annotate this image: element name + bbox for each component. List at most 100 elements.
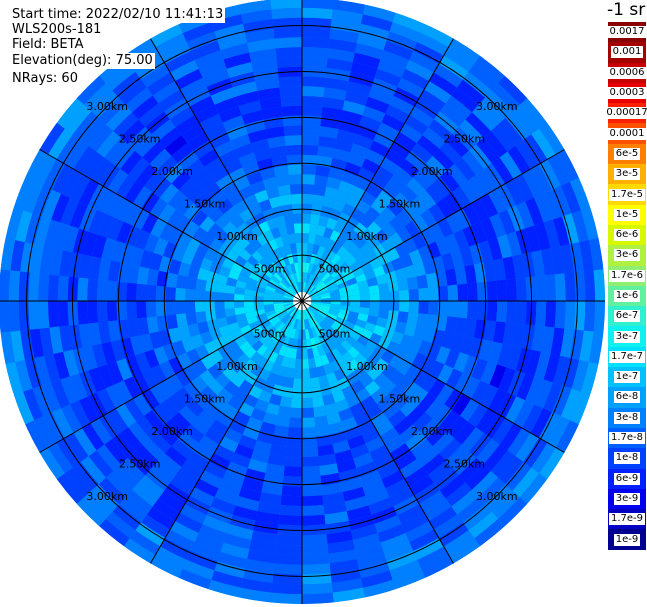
beta-cell	[262, 242, 273, 254]
beta-cell	[159, 360, 176, 380]
beta-cell	[478, 240, 493, 263]
beta-cell	[171, 143, 193, 164]
beta-cell	[486, 301, 498, 322]
beta-cell	[551, 385, 572, 417]
beta-cell	[341, 171, 358, 186]
beta-cell	[302, 368, 311, 379]
beta-cell	[329, 359, 341, 373]
beta-cell	[228, 419, 247, 435]
beta-cell	[350, 443, 370, 459]
beta-cell	[393, 166, 413, 186]
range-ring-label: 1.00km	[216, 230, 258, 243]
beta-cell	[302, 233, 310, 244]
beta-cell	[417, 546, 449, 569]
beta-cell	[73, 145, 97, 174]
beta-cell	[234, 301, 245, 309]
beta-cell	[245, 28, 275, 43]
beta-cell	[362, 4, 396, 23]
beta-cell	[96, 131, 121, 158]
beta-cell	[289, 307, 297, 317]
beta-cell	[135, 444, 159, 468]
beta-cell	[390, 257, 404, 271]
beta-cell	[412, 170, 433, 191]
beta-cell	[516, 201, 535, 229]
beta-cell	[254, 189, 269, 204]
beta-cell	[266, 312, 278, 321]
beta-cell	[5, 207, 24, 241]
beta-cell	[302, 95, 324, 107]
beta-cell	[359, 301, 370, 309]
beta-cell	[380, 157, 400, 175]
beta-cell	[47, 301, 60, 328]
beta-cell	[444, 233, 460, 253]
beta-cell	[192, 359, 208, 376]
beta-cell	[217, 33, 248, 51]
beta-cell	[502, 322, 516, 346]
beta-cell	[326, 372, 338, 385]
beta-cell	[281, 234, 290, 246]
beta-cell	[357, 280, 369, 289]
beta-cell	[394, 267, 407, 281]
beta-cell	[332, 587, 365, 603]
beta-cell	[580, 361, 599, 395]
beta-cell	[48, 442, 73, 474]
beta-cell	[256, 246, 268, 258]
beta-cell	[547, 154, 570, 186]
beta-cell	[270, 317, 281, 327]
beta-cell	[270, 592, 302, 604]
beta-cell	[328, 167, 345, 181]
beta-cell	[354, 353, 368, 367]
beta-cell	[302, 213, 312, 224]
beta-cell	[270, 227, 282, 239]
beta-cell	[302, 105, 323, 117]
beta-cell	[310, 301, 321, 305]
beta-cell	[543, 189, 563, 220]
beta-cell	[283, 125, 302, 137]
beta-cell	[175, 301, 186, 315]
beta-cell	[437, 364, 454, 384]
beta-cell	[82, 345, 98, 371]
beta-cell	[265, 186, 280, 200]
beta-cell	[172, 340, 187, 357]
beta-cell	[231, 346, 245, 360]
beta-cell	[298, 319, 302, 330]
beta-cell	[38, 273, 50, 301]
beta-cell	[308, 357, 317, 369]
beta-cell	[136, 163, 157, 187]
beta-cell	[271, 384, 284, 397]
beta-cell	[32, 385, 53, 417]
beta-cell	[360, 228, 375, 243]
beta-cell	[247, 458, 268, 473]
beta-cell	[359, 293, 370, 301]
beta-cell	[134, 352, 151, 373]
beta-cell	[328, 285, 339, 293]
beta-cell	[569, 329, 584, 360]
beta-cell	[316, 224, 327, 237]
beta-cell	[296, 309, 301, 320]
beta-cell	[394, 131, 417, 151]
beta-cell	[274, 215, 286, 228]
beta-cell	[417, 340, 432, 357]
beta-cell	[316, 365, 327, 378]
beta-cell	[314, 234, 323, 246]
colorbar-swatch: 1.7e-9	[608, 509, 646, 530]
beta-cell	[98, 477, 126, 505]
beta-cell	[25, 420, 49, 453]
beta-cell	[130, 335, 145, 356]
range-ring-label: 3.00km	[86, 490, 128, 503]
beta-cell	[250, 407, 266, 422]
beta-cell	[593, 269, 605, 301]
beta-cell	[184, 158, 205, 178]
beta-cell	[385, 478, 410, 498]
beta-cell	[425, 314, 438, 330]
beta-cell	[107, 168, 129, 194]
beta-cell	[485, 90, 513, 118]
beta-cell	[337, 329, 350, 340]
beta-cell	[302, 144, 319, 156]
beta-cell	[531, 128, 556, 160]
beta-cell	[262, 380, 275, 394]
beta-cell	[185, 312, 198, 326]
beta-cell	[274, 354, 285, 366]
beta-cell	[326, 250, 337, 262]
beta-cell	[283, 302, 294, 307]
